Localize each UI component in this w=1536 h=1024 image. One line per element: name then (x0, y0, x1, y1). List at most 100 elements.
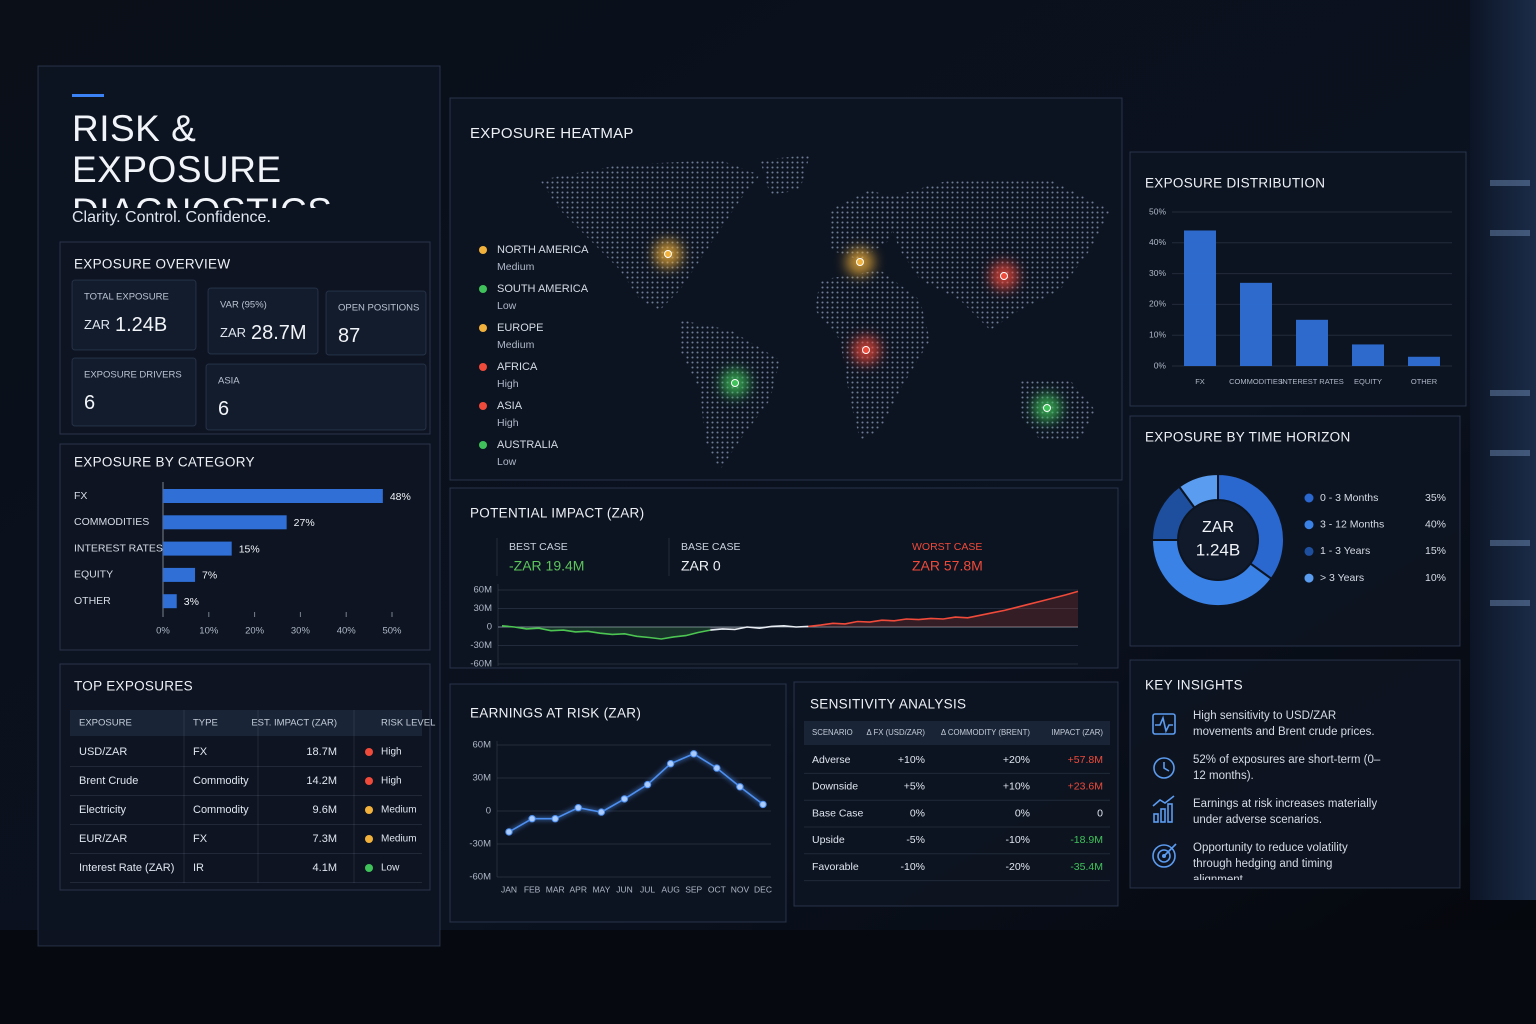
category-label: FX (74, 490, 87, 502)
cell: IR (193, 862, 204, 874)
cell: 0 (1097, 807, 1103, 819)
region-marker (1000, 272, 1008, 280)
x-tick-label: MAY (592, 884, 610, 894)
region-marker (1043, 404, 1051, 412)
bar (1240, 282, 1272, 366)
region-name: AUSTRALIA (497, 439, 559, 451)
region-level: High (497, 378, 519, 390)
column-header: RISK LEVEL (381, 718, 435, 729)
growth-icon (1167, 803, 1173, 823)
accent-bar (72, 94, 104, 97)
cell: Base Case (812, 807, 864, 819)
x-tick-label: FX (1195, 377, 1205, 386)
bar (163, 489, 383, 503)
legend-label: 1 - 3 Years (1320, 545, 1370, 557)
center-unit: ZAR (1202, 519, 1234, 536)
bar (163, 567, 196, 582)
kpi-card (71, 279, 197, 351)
column-header: TYPE (193, 718, 218, 729)
clock-icon (1163, 762, 1170, 772)
donut-slice (1177, 472, 1219, 510)
panel-title: EXPOSURE BY TIME HORIZON (1145, 430, 1351, 445)
kpi-number: 87 (338, 325, 360, 347)
column-header: EST. IMPACT (ZAR) (251, 718, 337, 729)
panel-title: EXPOSURE HEATMAP (470, 125, 634, 142)
x-tick-label: DEC (754, 884, 772, 894)
x-tick-label: JAN (501, 884, 517, 894)
kpi-unit: ZAR (220, 325, 246, 340)
bar (163, 541, 232, 556)
legend-dot (1304, 520, 1314, 530)
panel-title: SENSITIVITY ANALYSIS (810, 697, 966, 712)
y-tick-label: 0% (1154, 360, 1167, 370)
cell: -20% (1005, 861, 1030, 873)
bar (163, 515, 287, 530)
window (1470, 0, 1536, 900)
y-tick-label: -60M (470, 659, 492, 670)
continent (760, 155, 810, 195)
x-tick-label: 50% (382, 626, 402, 637)
legend-label: > 3 Years (1320, 572, 1364, 584)
point (666, 760, 675, 768)
insight-text: Opportunity to reduce volatility through… (1193, 842, 1348, 880)
insight-box: Earnings at risk increases materially un… (1193, 798, 1377, 826)
kpi-value: 87 (338, 325, 360, 347)
x-tick-label: 40% (337, 626, 357, 637)
kpi-value: ZAR 1.24B (84, 314, 167, 336)
donut-hole (1179, 501, 1257, 579)
case-label: BASE CASE (681, 541, 741, 553)
growth-icon (1160, 808, 1166, 823)
x-tick-label: OTHER (1411, 377, 1438, 386)
y-tick-label: 0 (486, 806, 491, 817)
title-box: RISK & EXPOSURE DIAGNOSTICS (72, 108, 332, 208)
area (808, 591, 1078, 627)
y-tick-label: 0 (487, 622, 492, 633)
donut-slice (1150, 539, 1273, 607)
x-tick-label: MAR (546, 884, 565, 894)
region-level: High (497, 417, 519, 429)
x-tick-label: SEP (685, 884, 702, 894)
clock-icon (1153, 757, 1175, 779)
x-tick-label: AUG (661, 884, 679, 894)
cell: High (381, 747, 402, 758)
region-level: Medium (497, 261, 535, 273)
kpi-card (205, 363, 427, 431)
legend-value: 40% (1425, 518, 1446, 530)
value-label: 48% (390, 491, 411, 503)
cell: EUR/ZAR (79, 833, 127, 845)
category-label: EQUITY (74, 569, 113, 581)
growth-icon (1153, 813, 1159, 823)
insight-text: High sensitivity to USD/ZAR movements an… (1193, 710, 1375, 739)
y-tick-label: 50% (1149, 206, 1166, 216)
region-name: EUROPE (497, 322, 543, 334)
category-panel (59, 443, 431, 651)
value-label: 27% (294, 517, 315, 529)
case-value: ZAR 0 (681, 558, 721, 574)
legend-value: 35% (1425, 492, 1446, 504)
point (505, 828, 513, 836)
region-name: SOUTH AMERICA (497, 283, 589, 295)
panel-title: EARNINGS AT RISK (ZAR) (470, 706, 641, 721)
cell: -5% (906, 834, 925, 846)
cell: -10% (900, 861, 925, 873)
target-icon (1157, 849, 1171, 863)
cell: FX (193, 746, 208, 758)
cell: +5% (904, 781, 925, 793)
y-tick-label: 40% (1149, 237, 1166, 247)
table-header (804, 721, 1110, 745)
x-tick-label: EQUITY (1354, 377, 1382, 386)
x-tick-label: COMMODITIES (1229, 377, 1283, 386)
kpi-label: ASIA (218, 376, 240, 387)
y-tick-label: 30M (474, 603, 493, 614)
kpi-card (71, 357, 197, 427)
y-tick-label: 10% (1149, 329, 1166, 339)
panel-title: POTENTIAL IMPACT (ZAR) (470, 506, 644, 521)
x-tick-label: INTEREST RATES (1280, 377, 1343, 386)
column-header: Δ FX (USD/ZAR) (867, 728, 926, 737)
legend-label: 0 - 3 Months (1320, 492, 1378, 504)
cell: Brent Crude (79, 775, 138, 787)
donut-slice (1217, 472, 1285, 581)
y-tick-label: 60M (474, 585, 493, 596)
